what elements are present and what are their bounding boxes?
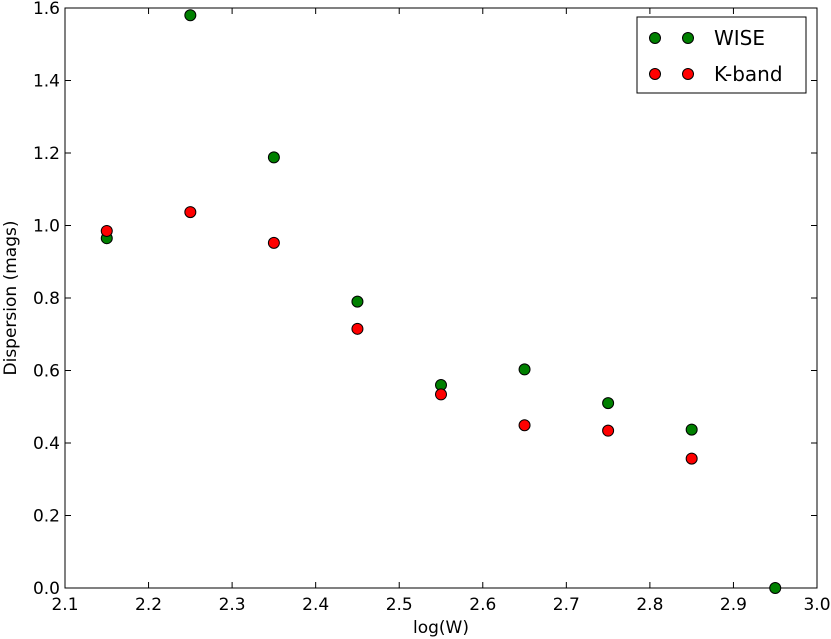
y-tick-label: 0.2 <box>33 507 60 527</box>
legend: WISE K-band <box>636 16 807 94</box>
legend-label-wise: WISE <box>714 26 765 50</box>
x-tick-label: 2.2 <box>135 595 162 615</box>
x-tick-label: 3.0 <box>803 595 830 615</box>
legend-marker-wise-2 <box>682 32 694 44</box>
data-point-kband <box>100 224 113 237</box>
data-point-kband <box>267 236 280 249</box>
data-point-wise <box>184 9 197 22</box>
data-point-kband <box>602 424 615 437</box>
data-point-wise <box>267 151 280 164</box>
data-point-kband <box>685 452 698 465</box>
y-tick-label: 1.4 <box>33 72 60 92</box>
data-point-wise <box>602 397 615 410</box>
x-tick-label: 2.1 <box>51 595 78 615</box>
data-points <box>100 9 782 594</box>
data-point-kband <box>518 419 531 432</box>
x-tick-label: 2.8 <box>636 595 663 615</box>
x-tick-label: 2.4 <box>302 595 329 615</box>
x-tick-label: 2.9 <box>720 595 747 615</box>
legend-marker-wise-1 <box>649 32 661 44</box>
legend-marker-kband-2 <box>682 68 694 80</box>
x-axis-title: log(W) <box>413 618 469 638</box>
data-point-wise <box>769 582 782 594</box>
data-point-wise <box>685 423 698 436</box>
x-tick-label: 2.5 <box>386 595 413 615</box>
data-point-kband <box>435 388 447 401</box>
axis-ticks: 2.1 2.2 2.3 2.4 2.5 2.6 2.7 2.8 2.9 3.0 0.0 0.2 0.4 0… <box>33 0 831 615</box>
x-tick-label: 2.7 <box>553 595 580 615</box>
data-point-wise <box>351 295 364 308</box>
plot-area <box>64 7 818 589</box>
y-tick-label: 1.0 <box>33 217 60 237</box>
data-point-kband <box>184 206 197 219</box>
y-tick-label: 0.0 <box>33 579 60 599</box>
data-point-kband <box>351 322 364 335</box>
y-tick-label: 1.2 <box>33 144 60 164</box>
x-tick-label: 2.6 <box>469 595 496 615</box>
x-tick-label: 2.3 <box>219 595 246 615</box>
data-point-wise <box>518 363 531 376</box>
y-tick-label: 0.4 <box>33 434 60 454</box>
y-tick-label: 0.8 <box>33 289 60 309</box>
legend-box <box>636 16 807 94</box>
y-tick-label: 1.6 <box>33 0 60 19</box>
legend-marker-kband-1 <box>649 68 661 80</box>
y-axis-title: Dispersion (mags) <box>1 221 21 376</box>
legend-label-kband: K-band <box>714 62 783 86</box>
y-tick-label: 0.6 <box>33 362 60 382</box>
